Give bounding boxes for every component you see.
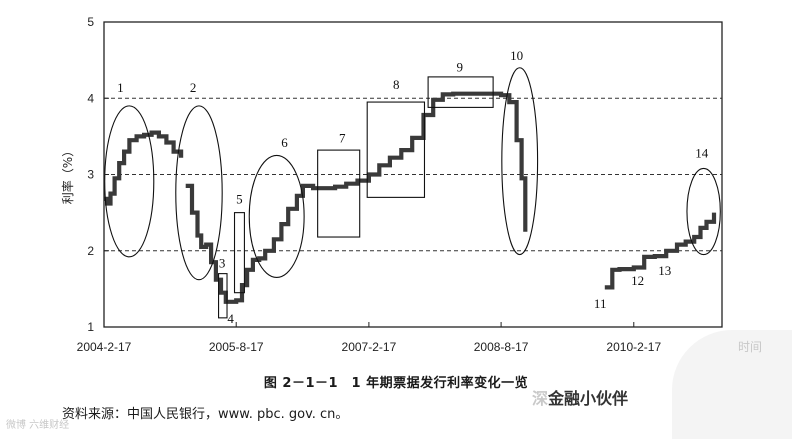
- annotation-box: [427, 76, 494, 108]
- figure-caption: 图 2－1－1 1 年期票据发行利率变化一览: [263, 376, 529, 391]
- annotation-label: 2: [190, 80, 197, 95]
- annotation-box: [218, 273, 228, 319]
- source-note: 资料来源：中国人民银行，www. pbc. gov. cn。: [62, 407, 349, 422]
- annotation-ellipse: [248, 154, 305, 278]
- annotation-label: 9: [457, 60, 464, 75]
- annotation-label: 14: [695, 146, 709, 161]
- annotation-ellipse: [175, 105, 223, 281]
- y-tick-label: 3: [87, 168, 94, 182]
- annotation-label: 6: [281, 135, 288, 150]
- y-tick-label: 2: [87, 244, 94, 258]
- watermark-weibo: 微博 六维财经: [6, 420, 70, 431]
- series-line: [604, 212, 717, 290]
- watermark-faded-text: 深: [532, 389, 549, 408]
- watermark-text: 金融小伙伴: [548, 389, 629, 408]
- annotation-label: 1: [117, 80, 124, 95]
- series-line: [104, 130, 184, 206]
- series-line: [185, 91, 528, 304]
- x-tick-label: 2005-8-17: [209, 340, 264, 354]
- y-tick-label: 1: [87, 320, 94, 334]
- annotation-ellipse: [501, 67, 539, 256]
- annotation-label: 4: [227, 311, 234, 326]
- grid-lines: [104, 97, 722, 252]
- watermark-seal: [672, 330, 792, 439]
- annotation-box: [317, 149, 361, 238]
- annotation-label: 11: [594, 296, 607, 311]
- y-tick-label: 5: [87, 15, 94, 29]
- x-tick-label: 2007-2-17: [342, 340, 397, 354]
- annotation-label: 12: [631, 273, 644, 288]
- annotation-label: 8: [393, 77, 400, 92]
- series-layer: [104, 91, 717, 304]
- watermark-wechat: 深金融小伙伴: [532, 385, 628, 409]
- x-tick-label: 2008-8-17: [474, 340, 529, 354]
- x-tick-label: 2004-2-17: [77, 340, 132, 354]
- annotation-label: 10: [510, 48, 523, 63]
- annotation-box: [233, 212, 245, 294]
- x-tick-label: 2010-2-17: [606, 340, 661, 354]
- annotation-ellipse: [686, 167, 721, 256]
- annotation-label: 7: [339, 130, 346, 145]
- annotation-ellipse: [104, 105, 155, 258]
- annotation-label: 13: [658, 263, 671, 278]
- annotation-box: [366, 101, 426, 198]
- annotation-label: 3: [219, 256, 226, 271]
- annotation-label: 5: [236, 191, 243, 206]
- y-axis-title: 利率（%）: [60, 145, 75, 204]
- y-tick-label: 4: [87, 91, 94, 105]
